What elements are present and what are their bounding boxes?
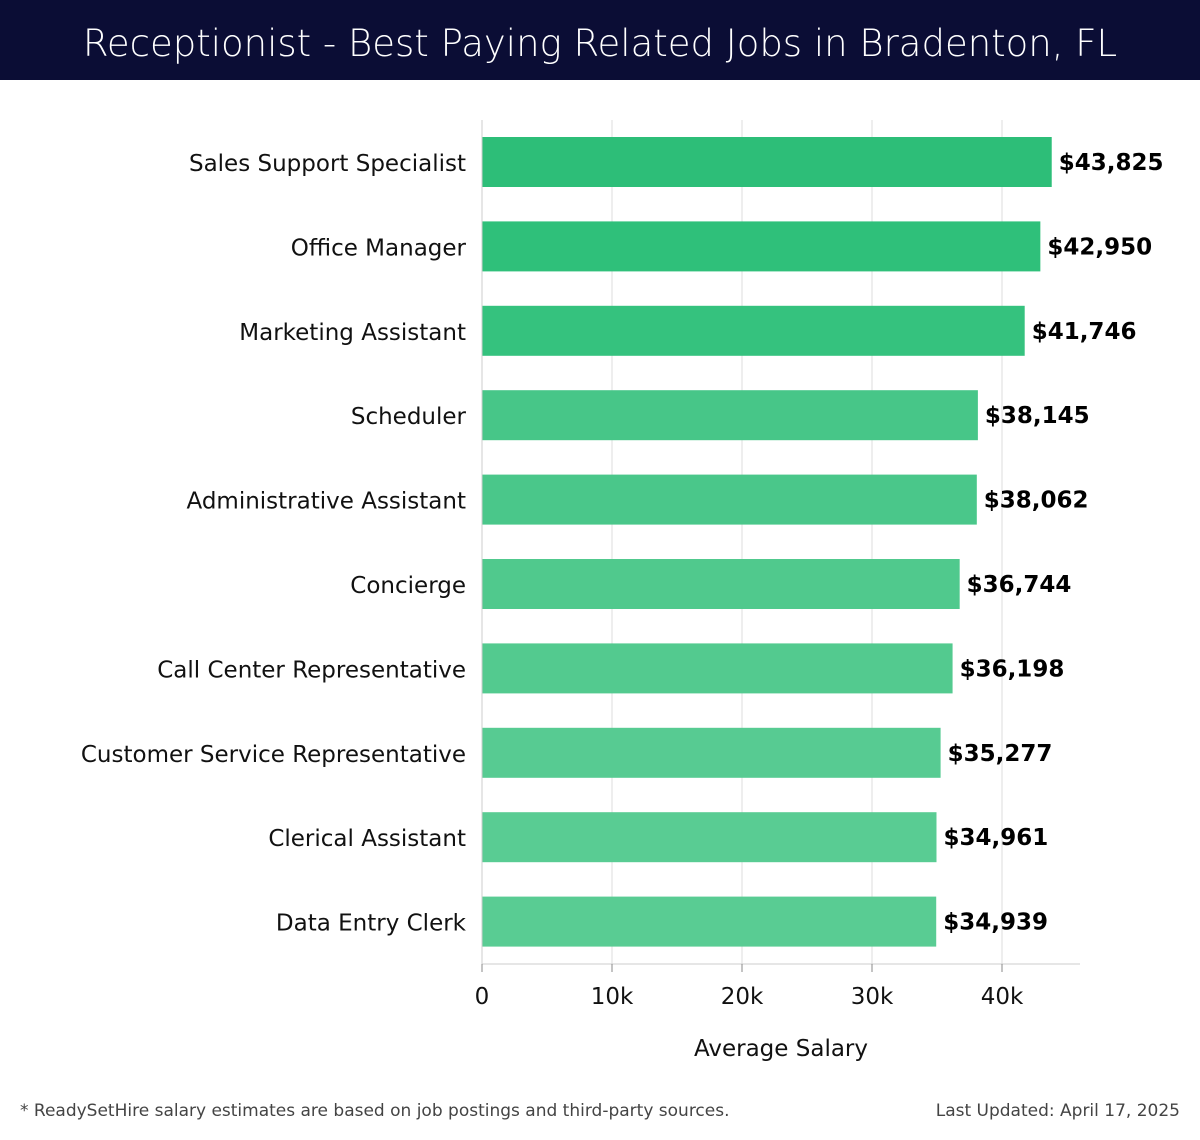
value-label: $34,961 — [943, 825, 1048, 851]
category-label: Concierge — [350, 573, 466, 599]
x-tick-label: 20k — [721, 984, 764, 1010]
category-label: Office Manager — [291, 235, 467, 261]
x-axis-label: Average Salary — [694, 1036, 868, 1062]
title-bar: Receptionist - Best Paying Related Jobs … — [0, 0, 1200, 80]
value-label: $36,744 — [967, 572, 1072, 598]
bar — [482, 727, 941, 778]
x-tick-label: 40k — [981, 984, 1024, 1010]
bar — [482, 390, 978, 441]
category-label: Clerical Assistant — [268, 826, 466, 852]
category-label: Data Entry Clerk — [276, 911, 467, 937]
value-label: $42,950 — [1047, 234, 1152, 260]
bar — [482, 643, 953, 694]
value-label: $38,062 — [984, 488, 1089, 514]
category-label: Customer Service Representative — [81, 742, 466, 768]
category-label: Call Center Representative — [157, 657, 466, 683]
bar — [482, 221, 1041, 272]
category-label: Scheduler — [351, 404, 467, 430]
last-updated: Last Updated: April 17, 2025 — [935, 1101, 1180, 1121]
value-label: $34,939 — [943, 910, 1048, 936]
x-tick-label: 10k — [591, 984, 634, 1010]
value-label: $36,198 — [960, 656, 1065, 682]
category-label: Marketing Assistant — [239, 320, 466, 346]
footer-note: * ReadySetHire salary estimates are base… — [20, 1101, 730, 1121]
x-tick-label: 30k — [851, 984, 894, 1010]
value-label: $41,746 — [1032, 319, 1137, 345]
bar — [482, 474, 977, 525]
bar-chart: Sales Support Specialist $43,825 Office Ma… — [81, 120, 1164, 1062]
category-label: Sales Support Specialist — [189, 151, 466, 177]
bar — [482, 305, 1025, 356]
category-label: Administrative Assistant — [186, 489, 466, 515]
bars: Sales Support Specialist $43,825 Office Ma… — [81, 137, 1164, 947]
value-label: $43,825 — [1059, 150, 1164, 176]
chart-title: Receptionist - Best Paying Related Jobs … — [82, 22, 1118, 65]
value-label: $35,277 — [948, 741, 1053, 767]
x-tick-label: 0 — [475, 984, 490, 1010]
x-axis: 0 10k 20k 30k 40k — [475, 120, 1080, 1010]
bar — [482, 559, 960, 609]
bar — [482, 812, 937, 863]
bar — [482, 896, 937, 947]
value-label: $38,145 — [985, 403, 1090, 429]
bar — [482, 137, 1052, 187]
